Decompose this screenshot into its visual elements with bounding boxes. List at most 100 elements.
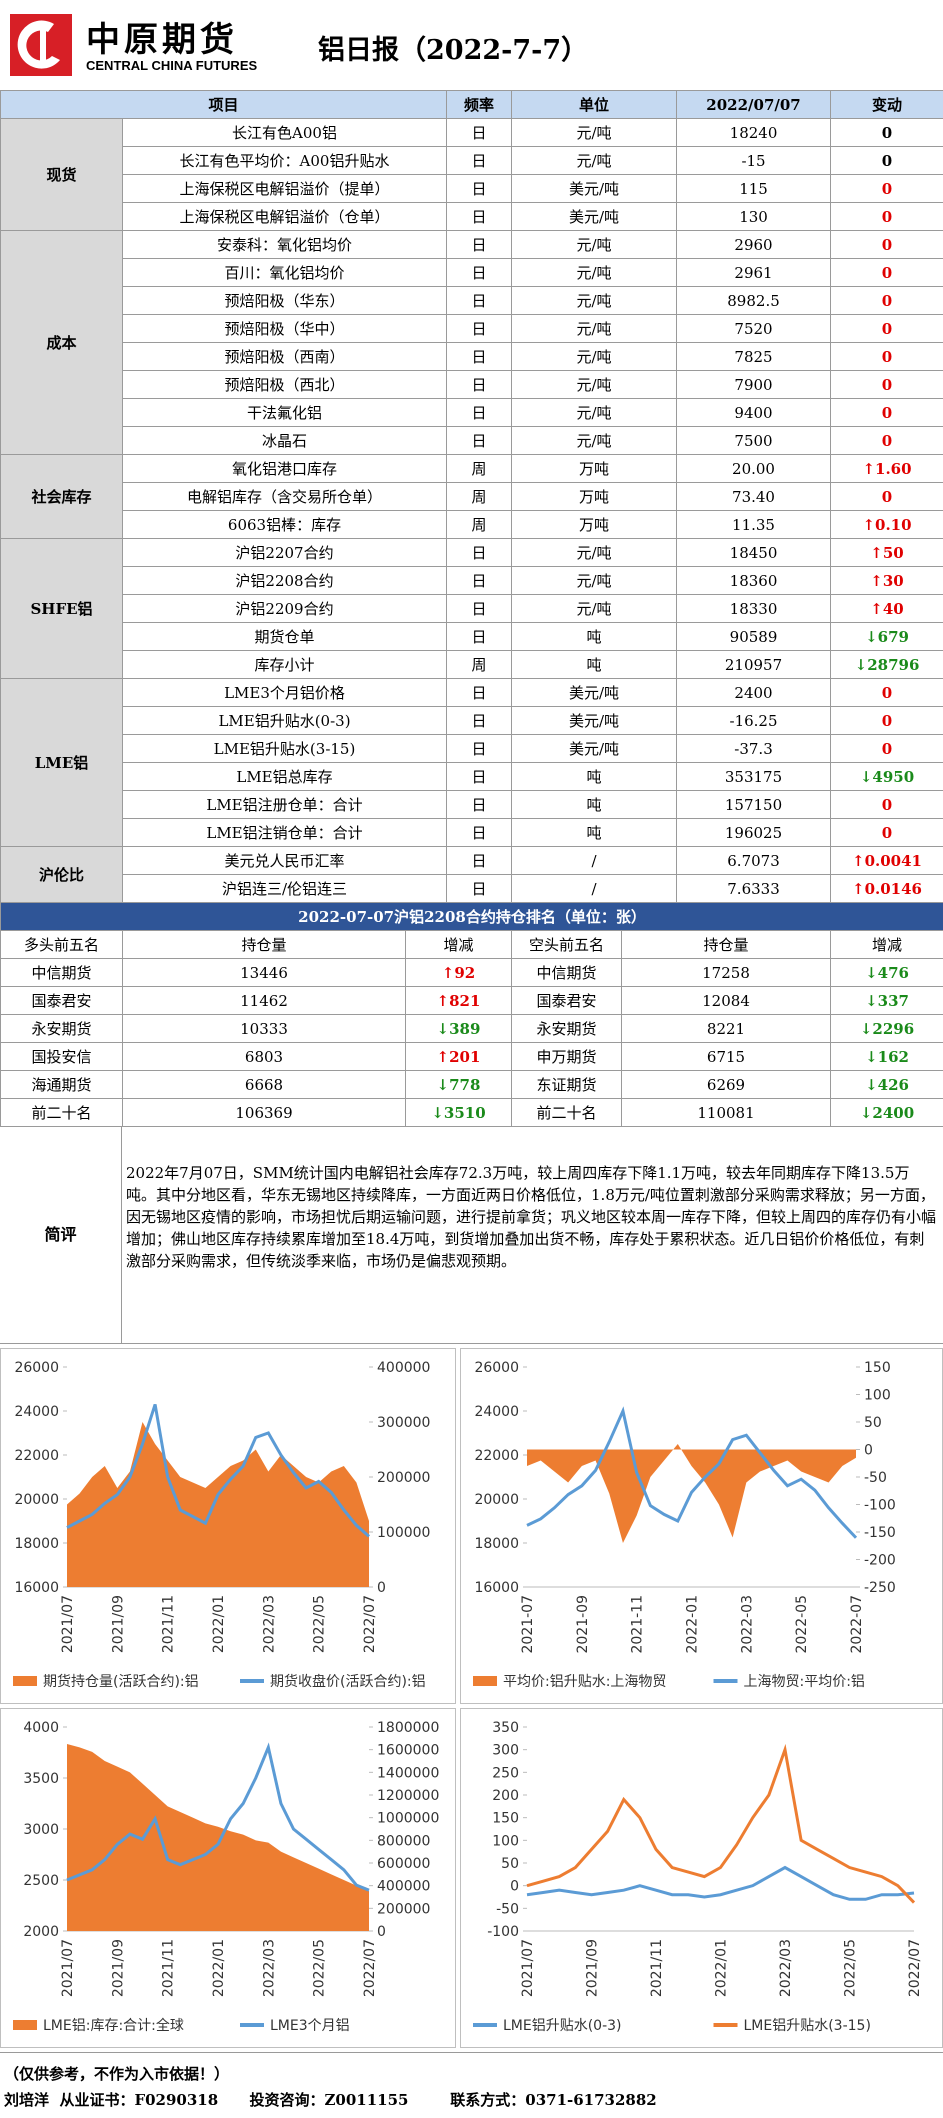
legend-label: 期货收盘价(活跃合约):铝 xyxy=(270,1673,426,1690)
y-tick-label: 26000 xyxy=(14,1360,59,1376)
position: 6269 xyxy=(622,1071,831,1099)
x-tick-label: 2022/07 xyxy=(362,1939,378,1997)
y-tick-label: 26000 xyxy=(474,1360,519,1376)
change-cell: ↑50 xyxy=(831,539,943,567)
ranking-header: 多头前五名 xyxy=(1,931,123,959)
x-tick-label: 2021/07 xyxy=(60,1595,76,1653)
legend-label: LME铝:库存:合计:全球 xyxy=(43,2017,184,2034)
unit-cell: / xyxy=(512,847,677,875)
x-tick-label: 2021/11 xyxy=(649,1939,665,1997)
value-cell: -15 xyxy=(677,147,831,175)
unit-cell: 美元/吨 xyxy=(512,707,677,735)
value-cell: 2400 xyxy=(677,679,831,707)
x-tick-label: 2022/03 xyxy=(261,1939,277,1997)
unit-cell: 元/吨 xyxy=(512,119,677,147)
position: 10333 xyxy=(123,1015,406,1043)
y-tick-label: 100 xyxy=(492,1833,519,1849)
change-cell: ↑821 xyxy=(406,987,512,1015)
item-cell: 预焙阳极（西北） xyxy=(123,371,447,399)
change-cell: 0 xyxy=(831,819,943,847)
logo-cn: 中原期货 xyxy=(86,12,238,61)
unit-cell: 美元/吨 xyxy=(512,203,677,231)
broker: 国泰君安 xyxy=(512,987,622,1015)
unit-cell: 元/吨 xyxy=(512,259,677,287)
y-tick-label: 150 xyxy=(492,1811,519,1827)
y2-tick-label: -250 xyxy=(864,1580,896,1596)
broker: 永安期货 xyxy=(1,1015,123,1043)
x-tick-label: 2022/05 xyxy=(312,1595,328,1653)
item-cell: LME铝升贴水(0-3) xyxy=(123,707,447,735)
value-cell: 196025 xyxy=(677,819,831,847)
y-tick-label: 24000 xyxy=(14,1404,59,1420)
y-tick-label: 350 xyxy=(492,1720,519,1736)
y2-tick-label: 50 xyxy=(864,1415,882,1431)
value-cell: 210957 xyxy=(677,651,831,679)
y-tick-label: 24000 xyxy=(474,1404,519,1420)
item-cell: 冰晶石 xyxy=(123,427,447,455)
value-cell: 7825 xyxy=(677,343,831,371)
legend-label: 平均价:铝升贴水:上海物贸 xyxy=(503,1674,666,1690)
table-row: 2022-07-07沪铝2208合约持仓排名（单位：张） xyxy=(1,903,943,931)
y2-tick-label: -100 xyxy=(864,1498,896,1514)
x-tick-label: 2022/01 xyxy=(714,1939,730,1997)
y-tick-label: 200 xyxy=(492,1788,519,1804)
change-cell: ↑1.60 xyxy=(831,455,943,483)
unit-cell: / xyxy=(512,875,677,903)
y2-tick-label: 1800000 xyxy=(377,1720,439,1736)
x-tick-label: 2021/09 xyxy=(110,1939,126,1997)
item-cell: 电解铝库存（含交易所仓单） xyxy=(123,483,447,511)
x-tick-label: 2021/11 xyxy=(161,1595,177,1653)
footer: （仅供参考，不作为入市依据！） 刘培洋 从业证书：F0290318 投资咨询：Z… xyxy=(0,2052,943,2118)
change-cell: 0 xyxy=(831,679,943,707)
freq-cell: 日 xyxy=(447,875,512,903)
y2-tick-label: 100 xyxy=(864,1388,891,1404)
value-cell: 130 xyxy=(677,203,831,231)
change-cell: ↓389 xyxy=(406,1015,512,1043)
freq-cell: 日 xyxy=(447,259,512,287)
change-cell: ↑0.10 xyxy=(831,511,943,539)
position: 6715 xyxy=(622,1043,831,1071)
y-tick-label: -50 xyxy=(496,1901,519,1917)
unit-cell: 吨 xyxy=(512,651,677,679)
y2-tick-label: 1200000 xyxy=(377,1788,439,1804)
table-row: 沪伦比美元兑人民币汇率日/6.7073↑0.0041 xyxy=(1,847,943,875)
unit-cell: 美元/吨 xyxy=(512,735,677,763)
ranking-title: 2022-07-07沪铝2208合约持仓排名（单位：张） xyxy=(1,903,943,931)
y2-tick-label: -50 xyxy=(864,1470,887,1486)
freq-cell: 日 xyxy=(447,707,512,735)
freq-cell: 日 xyxy=(447,119,512,147)
freq-cell: 日 xyxy=(447,539,512,567)
change-cell: ↓162 xyxy=(831,1043,943,1071)
freq-cell: 日 xyxy=(447,791,512,819)
change-cell: ↑92 xyxy=(406,959,512,987)
ranking-header: 增减 xyxy=(831,931,943,959)
y-tick-label: 3000 xyxy=(23,1822,59,1838)
position: 13446 xyxy=(123,959,406,987)
broker: 前二十名 xyxy=(512,1099,622,1127)
position: 12084 xyxy=(622,987,831,1015)
y-tick-label: 3500 xyxy=(23,1771,59,1787)
broker: 永安期货 xyxy=(512,1015,622,1043)
item-cell: 上海保税区电解铝溢价（仓单） xyxy=(123,203,447,231)
freq-cell: 日 xyxy=(447,427,512,455)
change-cell: ↓476 xyxy=(831,959,943,987)
freq-cell: 周 xyxy=(447,455,512,483)
x-tick-label: 2021/09 xyxy=(110,1595,126,1653)
broker: 国泰君安 xyxy=(1,987,123,1015)
group-cell: 成本 xyxy=(1,231,123,455)
change-cell: 0 xyxy=(831,399,943,427)
change-cell: 0 xyxy=(831,259,943,287)
y-tick-label: 50 xyxy=(501,1856,519,1872)
footer-contact: 刘培洋 从业证书：F0290318 投资咨询：Z0011155 联系方式：037… xyxy=(4,2089,657,2110)
item-cell: 长江有色A00铝 xyxy=(123,119,447,147)
line xyxy=(527,1411,856,1538)
